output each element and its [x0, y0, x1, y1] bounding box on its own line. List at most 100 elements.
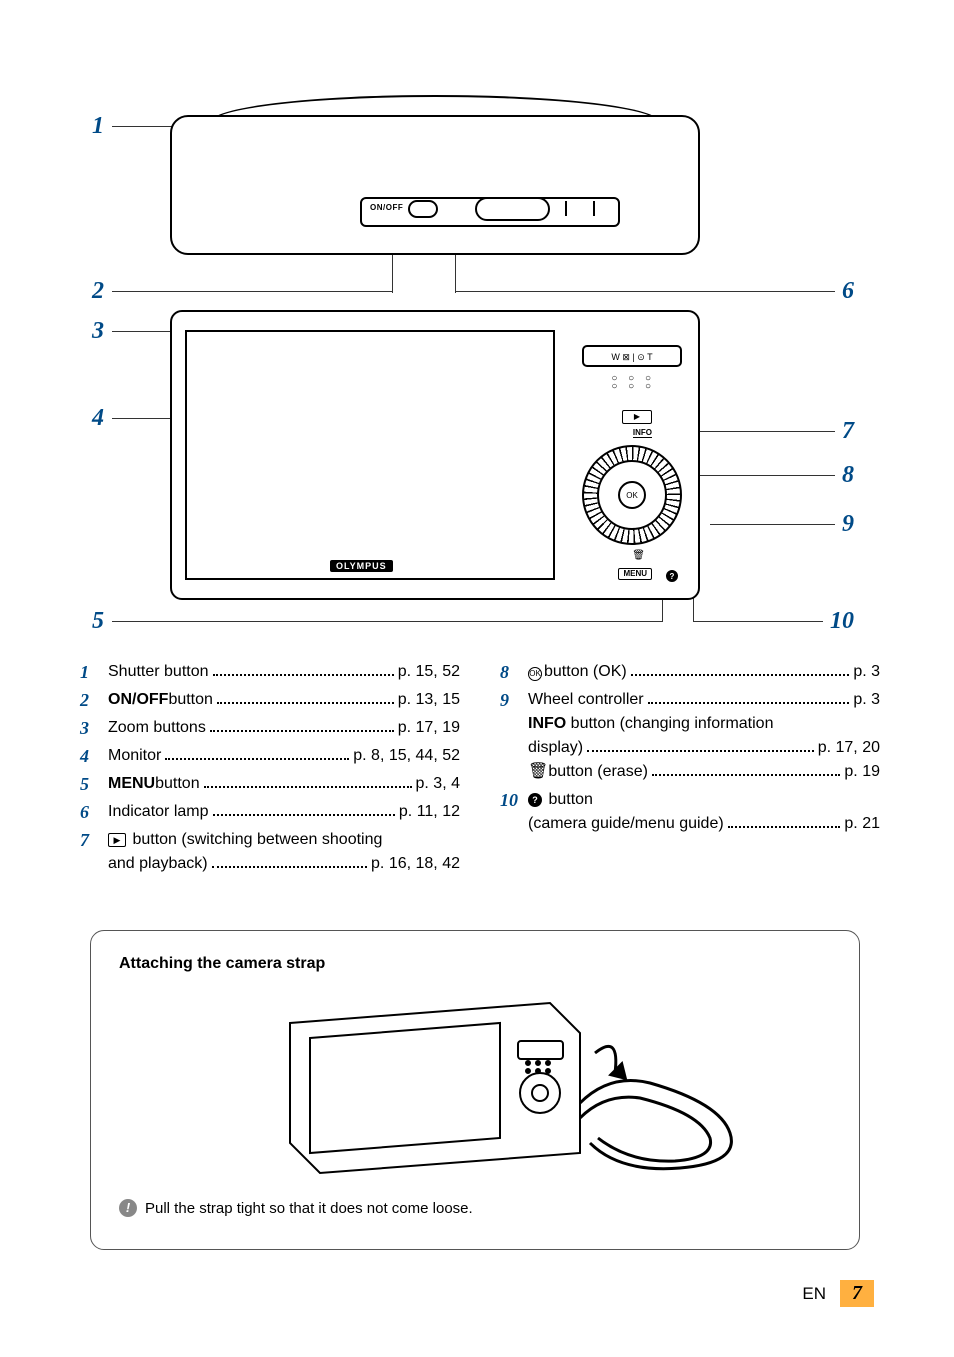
callout-6: 6: [842, 278, 854, 305]
top-accent: [565, 201, 595, 216]
legend-item: 9 Wheel controller p. 3 INFO button (chan…: [500, 688, 880, 784]
legend-label: Monitor: [108, 744, 161, 768]
dot-leader: [648, 692, 850, 704]
dot-leader: [728, 816, 841, 828]
trash-icon: 🗑: [632, 550, 645, 561]
page-number: 7: [840, 1280, 874, 1307]
legend-num: 4: [80, 744, 108, 768]
menu-label: MENU: [618, 568, 652, 580]
legend-num: 5: [80, 772, 108, 796]
camera-body-top: [170, 115, 700, 255]
monitor-screen: [185, 330, 555, 580]
legend-pages: p. 11, 12: [399, 800, 460, 824]
dot-leader: [204, 776, 412, 788]
legend-num: 1: [80, 660, 108, 684]
legend-item: 3 Zoom buttons p. 17, 19: [80, 716, 460, 740]
callout-1: 1: [92, 113, 104, 140]
dot-leader: [165, 748, 349, 760]
strap-note: ! Pull the strap tight so that it does n…: [119, 1199, 831, 1217]
legend-num: 8: [500, 660, 528, 684]
dot-leader: [587, 740, 814, 752]
brand-label: OLYMPUS: [330, 560, 393, 572]
legend-pages: p. 3: [853, 660, 880, 684]
caution-icon: !: [119, 1199, 137, 1217]
dot-leader: [631, 664, 850, 676]
legend-item: 8 OK button (OK) p. 3: [500, 660, 880, 684]
legend-label: button (OK): [544, 660, 627, 684]
legend-num: 3: [80, 716, 108, 740]
legend-item: 5 MENU button p. 3, 4: [80, 772, 460, 796]
legend-pages: p. 3, 4: [416, 772, 460, 796]
camera-top-view: ON/OFF: [170, 105, 700, 265]
legend-pages: p. 8, 15, 44, 52: [353, 744, 460, 768]
ok-icon: OK: [528, 667, 542, 681]
legend-pages: p. 15, 52: [398, 660, 460, 684]
strap-diagram: [119, 983, 831, 1193]
callout-4: 4: [92, 405, 104, 432]
footer-lang: EN: [802, 1284, 826, 1304]
strap-title: Attaching the camera strap: [119, 955, 831, 973]
legend-item: 2 ON/OFF button p. 13, 15: [80, 688, 460, 712]
page-footer: EN 7: [802, 1280, 874, 1307]
play-icon: ▶: [108, 833, 126, 847]
help-icon: ?: [666, 570, 678, 582]
legend-label: display): [528, 736, 583, 760]
callout-10: 10: [830, 608, 854, 635]
dot-leader: [652, 764, 840, 776]
callout-8: 8: [842, 462, 854, 489]
camera-diagram: ON/OFF OLYMPUS W ⊠ | ⊙ T ○ ○ ○○ ○ ○ ▶ IN…: [130, 100, 830, 630]
legend-label: Zoom buttons: [108, 716, 206, 740]
legend-label-bold: INFO: [528, 715, 566, 732]
dot-leader: [213, 804, 395, 816]
legend-pages: p. 21: [844, 812, 880, 836]
legend-label: button: [155, 772, 199, 796]
dot-leader: [212, 856, 367, 868]
legend-label: button: [544, 791, 593, 808]
onoff-label: ON/OFF: [370, 203, 403, 212]
ok-button: OK: [618, 481, 646, 509]
onoff-button-shape: [408, 200, 438, 218]
dot-leader: [217, 692, 394, 704]
legend-label: button (switching between shooting: [128, 831, 382, 848]
legend-num: 7: [80, 828, 108, 852]
strap-note-text: Pull the strap tight so that it does not…: [145, 1200, 473, 1217]
legend-column-right: 8 OK button (OK) p. 3 9 Wheel controller p…: [500, 660, 880, 880]
legend-label: (camera guide/menu guide): [528, 812, 724, 836]
legend-label: Shutter button: [108, 660, 209, 684]
shutter-button-shape: [475, 197, 550, 221]
legend-item: 7 ▶ button (switching between shooting a…: [80, 828, 460, 876]
legend-label: and playback): [108, 852, 208, 876]
legend-pages: p. 17, 19: [398, 716, 460, 740]
legend-label: button (changing information: [566, 715, 773, 732]
legend: 1 Shutter button p. 15, 52 2 ON/OFF butto…: [80, 660, 880, 880]
trash-icon: 🗑: [528, 760, 548, 784]
dot-leader: [213, 664, 394, 676]
legend-num: 9: [500, 688, 528, 712]
legend-item: 10 ? button (camera guide/menu guide)p. …: [500, 788, 880, 836]
legend-num: 2: [80, 688, 108, 712]
legend-label: Indicator lamp: [108, 800, 209, 824]
legend-column-left: 1 Shutter button p. 15, 52 2 ON/OFF butto…: [80, 660, 460, 880]
strap-instruction-box: Attaching the camera strap: [90, 930, 860, 1250]
legend-label-bold: ON/OFF: [108, 688, 168, 712]
legend-label: button (erase): [548, 760, 648, 784]
legend-item: 4 Monitor p. 8, 15, 44, 52: [80, 744, 460, 768]
legend-pages: p. 3: [853, 688, 880, 712]
manual-page: 1 2 3 4 5 6 7 8 9 10 ON/OFF OLYMPUS: [0, 0, 954, 1357]
legend-pages: p. 19: [844, 760, 880, 784]
legend-num: 10: [500, 788, 528, 812]
legend-item: 1 Shutter button p. 15, 52: [80, 660, 460, 684]
dot-leader: [210, 720, 394, 732]
zoom-bar: W ⊠ | ⊙ T: [582, 345, 682, 367]
legend-pages: p. 13, 15: [398, 688, 460, 712]
legend-label: Wheel controller: [528, 688, 644, 712]
callout-5: 5: [92, 608, 104, 635]
legend-label: button: [168, 688, 212, 712]
legend-pages: p. 16, 18, 42: [371, 852, 460, 876]
callout-2: 2: [92, 278, 104, 305]
legend-item: 6 Indicator lampp. 11, 12: [80, 800, 460, 824]
legend-pages: p. 17, 20: [818, 736, 880, 760]
camera-back-view: OLYMPUS W ⊠ | ⊙ T ○ ○ ○○ ○ ○ ▶ INFO OK 🗑…: [170, 310, 700, 600]
legend-label-bold: MENU: [108, 772, 155, 796]
play-icon: ▶: [622, 410, 652, 424]
